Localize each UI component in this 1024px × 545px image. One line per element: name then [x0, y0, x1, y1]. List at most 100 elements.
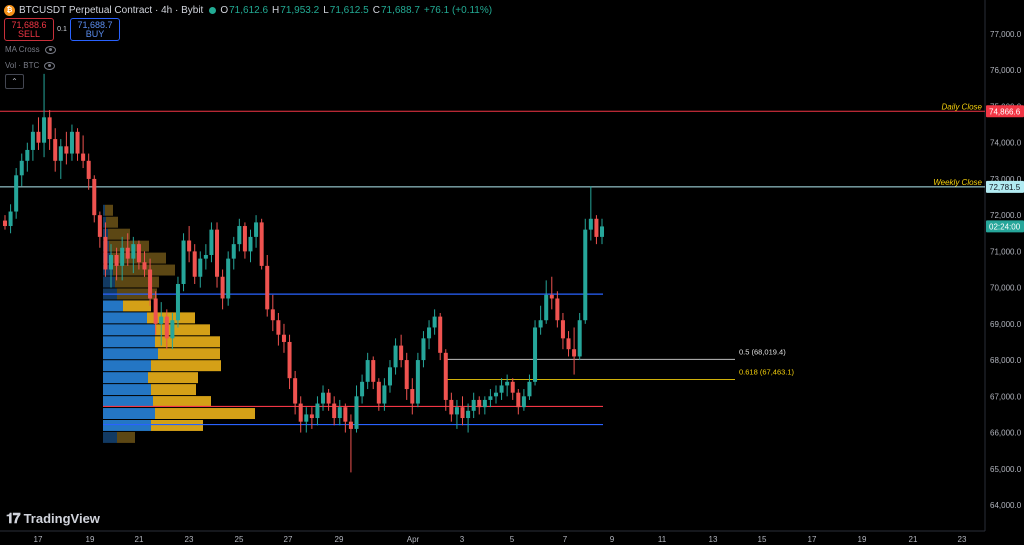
time-tick-label: 29 [335, 535, 344, 544]
change-value: +76.1 (+0.11%) [423, 4, 493, 16]
buy-label: BUY [85, 28, 105, 39]
eye-icon[interactable] [44, 61, 56, 70]
candle-body [153, 298, 158, 324]
candle-body [298, 403, 303, 422]
volume-profile-buy-bar [103, 324, 155, 336]
candle-body [237, 226, 242, 245]
candle-body [499, 385, 504, 393]
candle-body [521, 396, 526, 408]
candle-body [505, 381, 510, 386]
volume-profile-sell-bar [115, 276, 159, 288]
time-tick-label: 3 [460, 535, 465, 544]
price-tag [986, 105, 1024, 118]
time-tick-label: 17 [808, 535, 817, 544]
candle-body [594, 218, 599, 237]
volume-profile-buy-bar [103, 276, 115, 288]
time-tick-label: 23 [185, 535, 194, 544]
volume-profile-sell-bar [155, 336, 220, 348]
candle-body [382, 385, 387, 404]
candle-body [19, 160, 24, 176]
candle-body [449, 399, 454, 415]
open-value: 71,612.6 [229, 4, 269, 16]
candle-body [326, 392, 331, 404]
candle-body [142, 262, 147, 270]
candle-body [198, 258, 203, 277]
candle-body [544, 294, 549, 321]
sell-button[interactable]: 71,688.6 SELL [4, 18, 54, 41]
price-tag-label: 02:24:00 [989, 222, 1021, 231]
candle-body [343, 407, 348, 422]
time-tick-label: 19 [858, 535, 867, 544]
spread-value: 0.1 [57, 26, 67, 33]
candle-body [360, 381, 365, 397]
candle-body [533, 327, 538, 382]
symbol-label[interactable]: BTCUSDT Perpetual Contract · 4h · Bybit [19, 4, 204, 16]
volume-profile-buy-bar [103, 431, 117, 443]
candle-body [175, 283, 180, 321]
candle-body [192, 251, 197, 277]
candle-body [572, 349, 577, 357]
candle-body [109, 255, 114, 270]
candle-body [348, 421, 353, 429]
candle-body [281, 334, 286, 342]
price-tag-label: 72,781.5 [989, 183, 1021, 192]
candle-body [427, 327, 432, 339]
candle-body [443, 352, 448, 400]
candle-body [131, 244, 136, 259]
candle-body [410, 389, 415, 404]
candle-body [75, 131, 80, 154]
time-tick-label: 15 [758, 535, 767, 544]
candle-body [438, 316, 443, 353]
volume-profile-sell-bar [148, 372, 198, 384]
price-tick-label: 73,000.0 [990, 175, 1022, 184]
candle-body [321, 392, 326, 404]
candle-body [315, 403, 320, 419]
candle-body [293, 378, 298, 404]
candle-body [471, 399, 476, 411]
time-tick-label: Apr [407, 535, 420, 544]
buy-button[interactable]: 71,688.7 BUY [70, 18, 120, 41]
candle-body [148, 269, 153, 299]
time-tick-label: 7 [563, 535, 568, 544]
fib-level-label: 0.5 (68,019.4) [739, 347, 786, 356]
volume-profile-sell-bar [108, 228, 130, 240]
indicator-ma-cross[interactable]: MA Cross [5, 45, 56, 54]
volume-profile-sell-bar [123, 300, 151, 312]
candle-body [8, 211, 13, 227]
candle-body [460, 407, 465, 419]
candle-body [337, 407, 342, 419]
volume-profile-buy-bar [103, 204, 105, 216]
candle-body [588, 218, 593, 230]
candle-body [64, 146, 69, 154]
time-tick-label: 19 [86, 535, 95, 544]
price-tick-label: 69,000.0 [990, 320, 1022, 329]
low-value: 71,612.5 [329, 4, 369, 16]
candle-body [103, 236, 108, 270]
price-tick-label: 68,000.0 [990, 356, 1022, 365]
candle-body [270, 309, 275, 321]
eye-icon[interactable] [44, 45, 56, 54]
volume-profile-buy-bar [103, 419, 151, 431]
candle-body [516, 392, 521, 408]
price-tick-label: 72,000.0 [990, 211, 1022, 220]
candle-body [387, 367, 392, 386]
candle-body [69, 131, 74, 154]
candle-body [555, 298, 560, 321]
volume-profile-sell-bar [153, 396, 211, 408]
volume-profile-sell-bar [117, 431, 135, 443]
candle-body [2, 220, 8, 227]
volume-profile-sell-bar [109, 240, 149, 252]
candle-body [265, 265, 270, 310]
price-tick-label: 77,000.0 [990, 30, 1022, 39]
candle-body [136, 244, 141, 263]
chevron-up-icon[interactable]: ⌃ [5, 74, 24, 89]
candle-body [248, 236, 253, 252]
candle-body [510, 381, 515, 393]
candle-body [527, 381, 532, 397]
volume-profile-sell-bar [106, 216, 118, 228]
time-tick-label: 27 [284, 535, 293, 544]
price-tick-label: 67,000.0 [990, 392, 1022, 401]
candle-body [30, 131, 35, 150]
indicator-volume[interactable]: Vol · BTC [5, 61, 56, 70]
